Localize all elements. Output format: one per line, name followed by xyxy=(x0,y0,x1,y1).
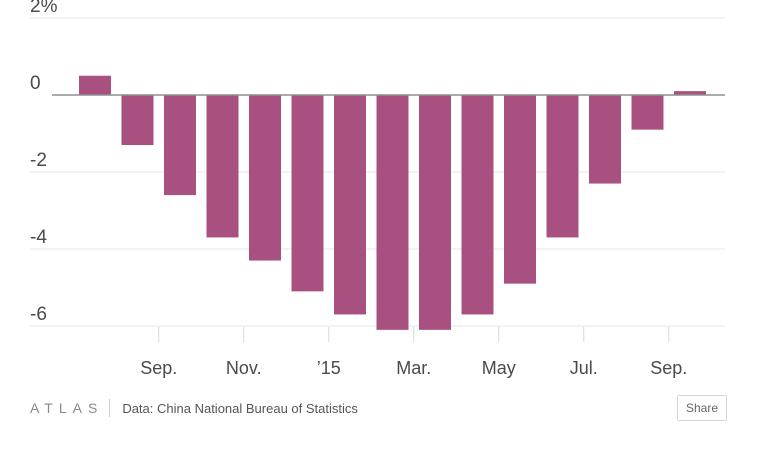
atlas-logo: ATLAS xyxy=(30,400,104,416)
bar xyxy=(504,95,536,284)
x-axis-ticks xyxy=(158,327,670,342)
y-tick-label: -4 xyxy=(30,227,47,248)
bar xyxy=(79,75,111,95)
bar xyxy=(419,95,451,330)
bar xyxy=(376,95,409,330)
y-tick-label: -6 xyxy=(30,304,47,325)
footer: ATLAS Data: China National Bureau of Sta… xyxy=(30,396,358,420)
x-tick-label: Sep. xyxy=(140,358,177,378)
x-tick-label: May xyxy=(482,358,516,378)
bar-chart: 2% 0 -2 -4 -6 Sep. Nov. ’15 Mar. May Jul. Sep. xyxy=(30,0,725,378)
bar xyxy=(546,95,579,238)
bar xyxy=(589,95,621,184)
x-tick-label: Sep. xyxy=(650,358,687,378)
source-note: Data: China National Bureau of Statistic… xyxy=(122,400,358,416)
y-tick-label: -2 xyxy=(30,150,47,171)
bar xyxy=(631,95,664,130)
bar xyxy=(206,95,239,238)
x-tick-label: ’15 xyxy=(317,358,341,378)
bars xyxy=(79,75,706,330)
bar xyxy=(164,95,196,196)
bar xyxy=(249,95,281,261)
bar xyxy=(334,95,366,315)
bar xyxy=(291,95,324,292)
x-tick-label: Mar. xyxy=(396,358,431,378)
bar xyxy=(121,95,154,146)
footer-divider xyxy=(109,399,111,417)
y-axis-labels: 2% 0 -2 -4 -6 xyxy=(30,0,58,325)
bar xyxy=(461,95,494,315)
y-tick-label: 0 xyxy=(30,73,41,94)
share-button[interactable]: Share xyxy=(677,395,727,421)
x-axis-labels: Sep. Nov. ’15 Mar. May Jul. Sep. xyxy=(140,358,687,378)
x-tick-label: Nov. xyxy=(226,358,262,378)
x-tick-label: Jul. xyxy=(570,358,598,378)
bar xyxy=(674,91,706,95)
y-tick-label: 2% xyxy=(30,0,58,17)
